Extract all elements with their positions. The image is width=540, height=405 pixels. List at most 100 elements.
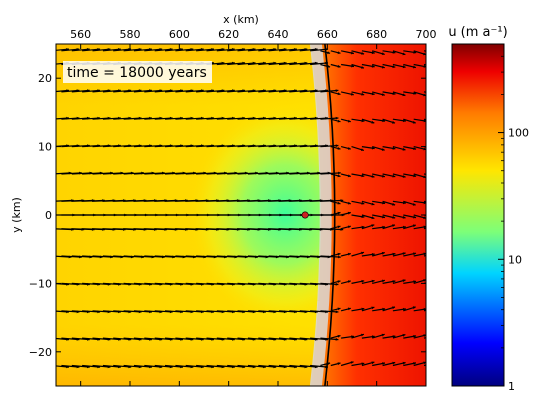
velocity-arrowhead — [347, 225, 351, 229]
velocity-arrowhead — [402, 52, 406, 56]
velocity-arrowhead — [337, 280, 341, 283]
velocity-arrowhead — [337, 362, 341, 366]
velocity-arrow — [320, 228, 344, 231]
velocity-arrow — [123, 364, 142, 368]
velocity-arrowhead — [402, 361, 406, 365]
velocity-arrow — [268, 310, 287, 313]
velocity-arrowhead — [371, 253, 375, 256]
velocity-arrowhead — [434, 203, 437, 206]
velocity-arrow — [299, 117, 318, 120]
velocity-arrow — [206, 144, 225, 148]
velocity-arrow — [71, 117, 90, 120]
velocity-arrow — [196, 117, 215, 120]
velocity-arrow — [56, 144, 70, 147]
velocity-arrow — [113, 310, 132, 313]
velocity-arrow — [175, 337, 194, 341]
velocity-arrow — [71, 89, 90, 93]
x-tick-label: 640 — [268, 28, 289, 41]
velocity-arrowhead — [381, 251, 385, 255]
velocity-arrowhead — [371, 361, 375, 365]
velocity-arrowhead — [392, 120, 395, 124]
velocity-arrow — [164, 364, 184, 368]
velocity-arrow — [102, 337, 121, 341]
velocity-arrowhead — [361, 362, 365, 366]
velocity-arrow — [434, 201, 447, 203]
velocity-arrow — [289, 144, 308, 148]
velocity-arrow — [92, 310, 111, 313]
velocity-arrow — [61, 144, 80, 148]
velocity-arrow — [61, 48, 80, 52]
velocity-arrowhead — [371, 216, 375, 220]
x-tick-label: 680 — [366, 28, 387, 41]
velocity-arrow — [434, 51, 446, 55]
y-tick-label: −20 — [29, 346, 52, 359]
velocity-arrowhead — [371, 92, 375, 96]
velocity-arrow — [227, 310, 246, 313]
colorbar-tick-label: 100 — [508, 127, 529, 140]
velocity-arrowhead — [361, 52, 365, 55]
velocity-arrowhead — [335, 144, 339, 148]
velocity-arrowhead — [444, 225, 447, 228]
velocity-arrowhead — [392, 174, 396, 178]
velocity-arrow — [216, 48, 235, 52]
velocity-arrowhead — [444, 217, 447, 220]
velocity-arrow — [268, 48, 287, 52]
velocity-arrowhead — [351, 51, 354, 55]
ice-shelf-region — [310, 44, 426, 386]
velocity-arrowhead — [392, 306, 395, 310]
velocity-arrow — [206, 364, 225, 368]
velocity-arrowhead — [361, 92, 365, 96]
velocity-arrow — [258, 144, 277, 148]
velocity-arrow — [164, 310, 184, 313]
velocity-arrow — [227, 62, 246, 66]
velocity-arrow — [227, 48, 246, 52]
velocity-arrow — [310, 310, 329, 313]
velocity-arrow — [196, 310, 215, 313]
velocity-arrowhead — [371, 120, 375, 124]
velocity-arrow — [154, 117, 173, 120]
velocity-arrow — [320, 144, 339, 148]
velocity-arrowhead — [325, 365, 328, 369]
velocity-arrow — [216, 117, 235, 120]
velocity-arrowhead — [392, 216, 396, 219]
velocity-arrow — [133, 117, 152, 120]
velocity-arrowhead — [403, 119, 406, 123]
velocity-arrow — [320, 337, 339, 341]
velocity-arrow — [206, 310, 225, 313]
velocity-arrowhead — [413, 215, 416, 219]
velocity-arrow — [92, 89, 111, 93]
velocity-arrow — [289, 89, 308, 93]
velocity-arrowhead — [392, 92, 396, 95]
velocity-arrowhead — [423, 65, 426, 68]
velocity-arrow — [185, 310, 204, 313]
x-axis-label: x (km) — [223, 13, 259, 26]
velocity-arrowhead — [361, 66, 364, 69]
velocity-arrowhead — [361, 174, 365, 178]
velocity-arrow — [154, 48, 173, 52]
velocity-arrow — [258, 117, 277, 120]
velocity-arrowhead — [444, 201, 447, 204]
velocity-arrow — [175, 364, 194, 368]
velocity-arrow — [71, 144, 90, 148]
velocity-arrow — [268, 89, 287, 93]
velocity-arrowhead — [434, 225, 437, 228]
velocity-arrow — [227, 117, 246, 120]
velocity-arrowhead — [413, 334, 417, 338]
velocity-arrow — [289, 310, 308, 313]
velocity-arrow — [434, 335, 447, 338]
velocity-arrowhead — [361, 225, 365, 229]
velocity-arrow — [268, 62, 287, 66]
velocity-arrow — [56, 283, 70, 286]
velocity-arrow — [175, 144, 194, 148]
velocity-arrow — [299, 62, 318, 66]
velocity-arrow — [175, 117, 194, 120]
velocity-arrowhead — [381, 148, 385, 151]
velocity-arrow — [92, 48, 111, 52]
velocity-arrowhead — [423, 119, 426, 123]
velocity-arrowhead — [413, 147, 417, 150]
velocity-arrowhead — [434, 252, 437, 255]
colorbar-label: u (m a⁻¹) — [448, 25, 507, 40]
velocity-arrow — [56, 310, 70, 313]
velocity-arrowhead — [381, 93, 385, 96]
velocity-arrowhead — [327, 362, 331, 366]
